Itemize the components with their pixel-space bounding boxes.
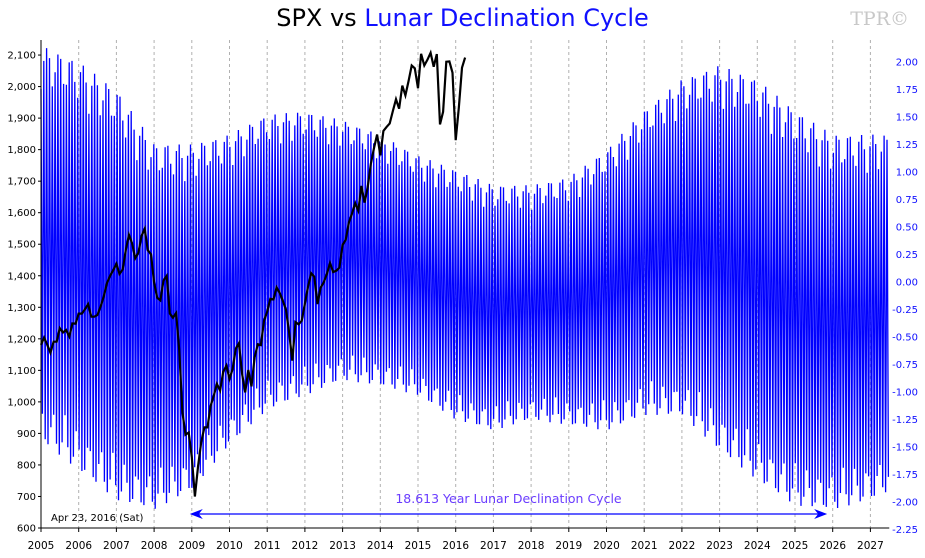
x-tick-label: 2024 bbox=[744, 540, 771, 552]
x-tick-label: 2025 bbox=[782, 540, 809, 552]
chart-title: SPX vs Lunar Declination Cycle bbox=[0, 4, 925, 32]
x-tick-label: 2014 bbox=[367, 540, 394, 552]
title-spx: SPX vs bbox=[276, 4, 357, 32]
y-right-tick-label: -1.25 bbox=[892, 415, 918, 426]
x-tick-label: 2010 bbox=[216, 540, 243, 552]
y-right-tick-label: -1.75 bbox=[892, 470, 918, 481]
lunar-declination-line bbox=[40, 48, 890, 509]
y-right-tick-label: 1.50 bbox=[896, 113, 918, 124]
x-tick-label: 2011 bbox=[254, 540, 281, 552]
x-tick-label: 2020 bbox=[593, 540, 620, 552]
y-left-tick-label: 1,500 bbox=[7, 240, 36, 251]
y-right-tick-label: -1.00 bbox=[892, 388, 918, 399]
cycle-annotation: 18.613 Year Lunar Declination Cycle bbox=[395, 491, 622, 506]
title-lunar: Lunar Declination Cycle bbox=[364, 4, 649, 32]
x-tick-label: 2015 bbox=[405, 540, 432, 552]
y-right-tick-label: 2.00 bbox=[896, 58, 918, 69]
x-tick-label: 2021 bbox=[631, 540, 658, 552]
x-tick-label: 2005 bbox=[28, 540, 55, 552]
arrow-right-icon bbox=[814, 509, 828, 519]
x-tick-label: 2017 bbox=[480, 540, 507, 552]
y-left-tick-label: 700 bbox=[17, 492, 36, 503]
watermark: TPR© bbox=[850, 8, 909, 30]
x-tick-label: 2008 bbox=[141, 540, 168, 552]
y-left-tick-label: 1,800 bbox=[7, 145, 36, 156]
y-right-tick-label: 1.75 bbox=[896, 85, 918, 96]
y-left-tick-label: 1,100 bbox=[7, 366, 36, 377]
y-left-tick-label: 1,700 bbox=[7, 177, 36, 188]
y-right-tick-label: 1.25 bbox=[896, 140, 918, 151]
x-tick-label: 2009 bbox=[178, 540, 205, 552]
x-tick-label: 2027 bbox=[857, 540, 884, 552]
y-right-tick-label: 0.00 bbox=[896, 278, 918, 289]
y-left-tick-label: 1,200 bbox=[7, 334, 36, 345]
y-left-tick-label: 1,600 bbox=[7, 208, 36, 219]
x-tick-label: 2023 bbox=[706, 540, 733, 552]
y-right-tick-label: -1.50 bbox=[892, 443, 918, 454]
y-right-tick-label: -0.50 bbox=[892, 333, 918, 344]
y-left-tick-label: 2,000 bbox=[7, 82, 36, 93]
y-right-tick-label: -0.25 bbox=[892, 305, 918, 316]
y-left-tick-label: 600 bbox=[17, 524, 36, 535]
y-right-tick-label: -2.00 bbox=[892, 498, 918, 509]
y-right-tick-label: 0.25 bbox=[896, 250, 918, 261]
y-left-tick-label: 1,400 bbox=[7, 271, 36, 282]
x-tick-label: 2026 bbox=[819, 540, 846, 552]
y-right-tick-label: 1.00 bbox=[896, 168, 918, 179]
arrow-left-icon bbox=[189, 509, 203, 519]
y-left-tick-label: 1,300 bbox=[7, 303, 36, 314]
y-right-tick-label: -0.75 bbox=[892, 360, 918, 371]
x-tick-label: 2012 bbox=[292, 540, 319, 552]
spx-line bbox=[39, 49, 467, 497]
x-tick-label: 2013 bbox=[329, 540, 356, 552]
x-tick-label: 2019 bbox=[555, 540, 582, 552]
y-right-tick-label: 0.50 bbox=[896, 223, 918, 234]
y-left-tick-label: 1,000 bbox=[7, 397, 36, 408]
y-right-tick-label: -2.25 bbox=[892, 525, 918, 536]
date-label: Apr 23, 2016 (Sat) bbox=[51, 513, 143, 524]
y-left-tick-label: 800 bbox=[17, 460, 36, 471]
y-right-tick-label: 0.75 bbox=[896, 195, 918, 206]
x-tick-label: 2016 bbox=[442, 540, 469, 552]
y-left-tick-label: 900 bbox=[17, 429, 36, 440]
y-left-tick-label: 1,900 bbox=[7, 114, 36, 125]
x-tick-label: 2022 bbox=[669, 540, 696, 552]
x-tick-label: 2018 bbox=[518, 540, 545, 552]
x-tick-label: 2007 bbox=[103, 540, 130, 552]
x-tick-label: 2006 bbox=[65, 540, 92, 552]
y-left-tick-label: 2,100 bbox=[7, 51, 36, 62]
